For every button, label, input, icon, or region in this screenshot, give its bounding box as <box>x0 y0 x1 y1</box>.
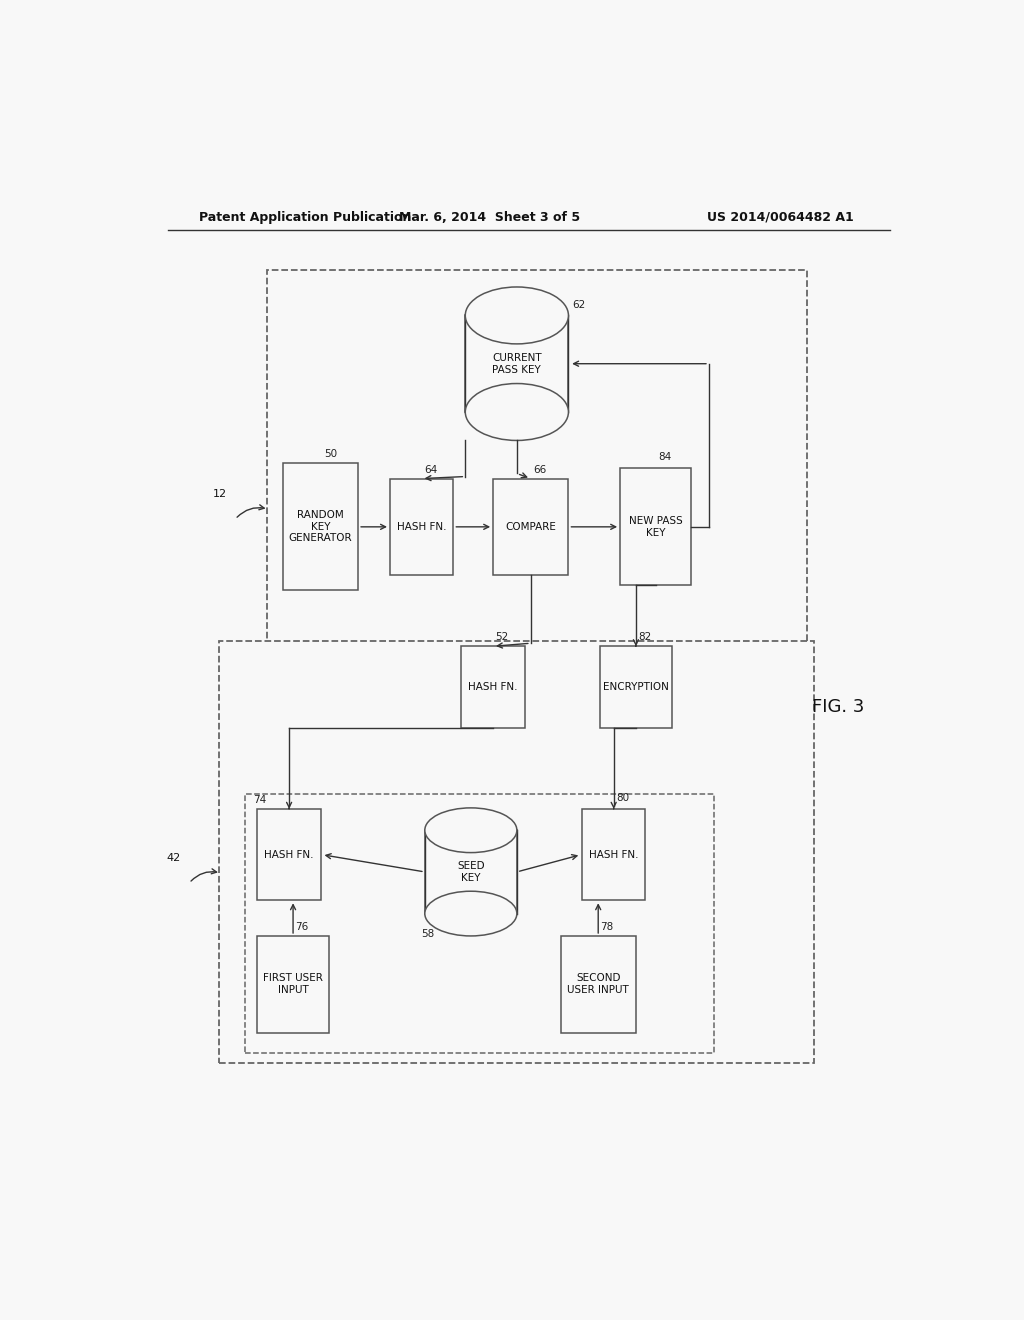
FancyBboxPatch shape <box>600 647 672 727</box>
Text: 66: 66 <box>534 465 547 474</box>
FancyBboxPatch shape <box>425 830 517 913</box>
Text: 78: 78 <box>601 921 613 932</box>
Text: NEW PASS
KEY: NEW PASS KEY <box>629 516 683 537</box>
FancyBboxPatch shape <box>267 271 807 656</box>
Text: 50: 50 <box>325 449 338 459</box>
Text: 62: 62 <box>572 301 586 310</box>
Ellipse shape <box>425 808 517 853</box>
Text: 80: 80 <box>616 793 629 803</box>
Text: 58: 58 <box>421 929 434 939</box>
Text: 52: 52 <box>496 632 509 643</box>
Text: SEED
KEY: SEED KEY <box>457 861 484 883</box>
Ellipse shape <box>465 286 568 345</box>
FancyBboxPatch shape <box>620 469 691 585</box>
FancyBboxPatch shape <box>494 479 568 576</box>
Text: Patent Application Publication: Patent Application Publication <box>200 211 412 224</box>
Text: 76: 76 <box>296 921 308 932</box>
Text: SECOND
USER INPUT: SECOND USER INPUT <box>567 973 629 995</box>
Text: COMPARE: COMPARE <box>505 521 556 532</box>
FancyBboxPatch shape <box>560 936 636 1032</box>
FancyBboxPatch shape <box>283 463 358 590</box>
Text: CURRENT
PASS KEY: CURRENT PASS KEY <box>493 352 542 375</box>
Text: HASH FN.: HASH FN. <box>264 850 313 859</box>
FancyBboxPatch shape <box>246 793 714 1053</box>
FancyBboxPatch shape <box>582 809 645 900</box>
Text: HASH FN.: HASH FN. <box>589 850 638 859</box>
Ellipse shape <box>465 384 568 441</box>
Text: 84: 84 <box>658 453 672 462</box>
FancyBboxPatch shape <box>257 809 321 900</box>
Text: 74: 74 <box>253 795 266 805</box>
FancyBboxPatch shape <box>465 315 568 412</box>
Text: 82: 82 <box>638 632 651 643</box>
Text: ENCRYPTION: ENCRYPTION <box>603 682 669 692</box>
Text: RANDOM
KEY
GENERATOR: RANDOM KEY GENERATOR <box>289 511 352 544</box>
Text: HASH FN.: HASH FN. <box>397 521 446 532</box>
Text: 12: 12 <box>213 488 227 499</box>
Text: FIG. 3: FIG. 3 <box>812 698 864 717</box>
FancyBboxPatch shape <box>257 936 329 1032</box>
Text: 64: 64 <box>424 465 437 474</box>
Text: Mar. 6, 2014  Sheet 3 of 5: Mar. 6, 2014 Sheet 3 of 5 <box>398 211 580 224</box>
Text: US 2014/0064482 A1: US 2014/0064482 A1 <box>708 211 854 224</box>
Ellipse shape <box>425 891 517 936</box>
FancyBboxPatch shape <box>390 479 454 576</box>
Text: HASH FN.: HASH FN. <box>468 682 518 692</box>
FancyBboxPatch shape <box>219 642 814 1063</box>
Text: 42: 42 <box>167 853 181 863</box>
Text: FIRST USER
INPUT: FIRST USER INPUT <box>263 973 323 995</box>
FancyBboxPatch shape <box>461 647 524 727</box>
